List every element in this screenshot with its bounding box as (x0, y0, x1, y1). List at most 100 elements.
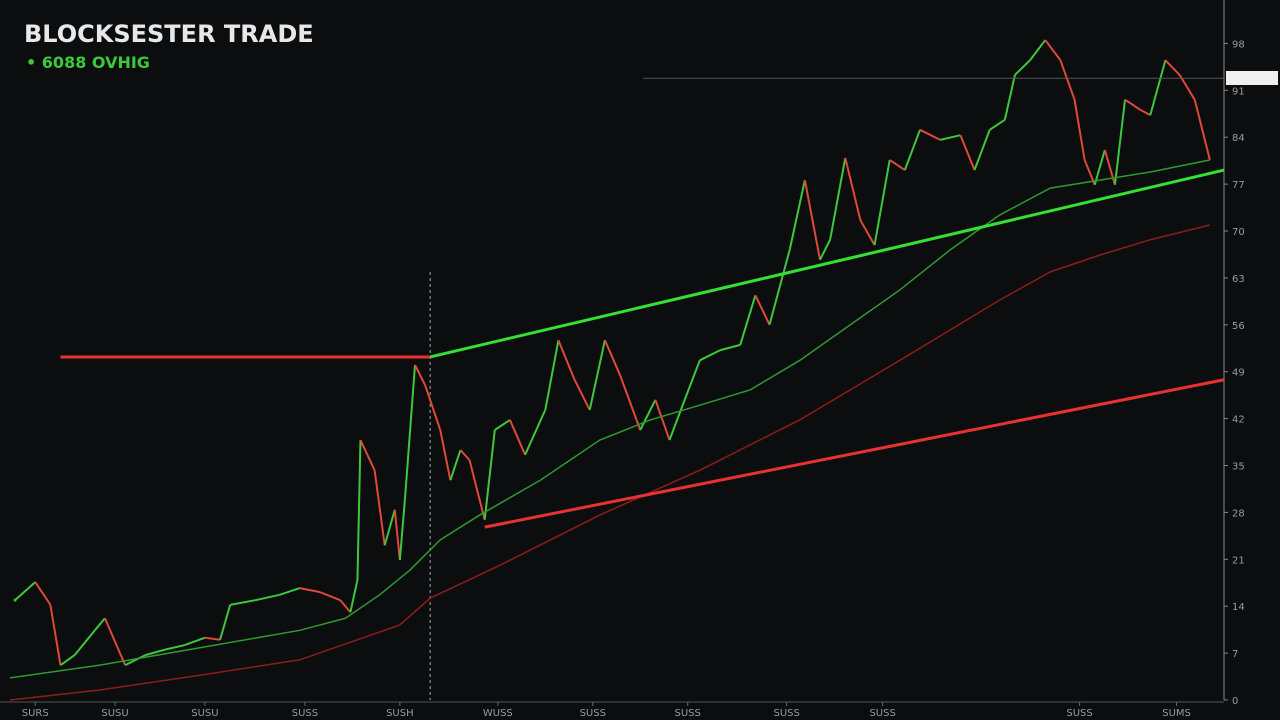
price-segment (1164, 59, 1181, 76)
price-segment (639, 399, 657, 431)
price-segment (1059, 59, 1076, 101)
price-segment (403, 364, 417, 500)
price-segment (104, 617, 127, 666)
price-segment (1124, 98, 1141, 111)
y-tick-label: 77 (1232, 180, 1245, 191)
price-segment (349, 579, 359, 613)
price-segment (509, 419, 527, 456)
price-segment (356, 440, 362, 581)
price-segment (204, 636, 221, 641)
price-segment (919, 128, 941, 141)
price-segment (719, 343, 741, 352)
y-tick-label: 7 (1232, 649, 1238, 660)
y-tick-label: 63 (1232, 274, 1245, 285)
price-segment (34, 581, 52, 606)
price-segment (524, 409, 547, 456)
price-segment (439, 429, 452, 481)
trend-line (484, 378, 1225, 529)
price-segment (145, 648, 165, 657)
y-tick-label: 0 (1232, 696, 1238, 707)
price-segment (619, 374, 642, 431)
price-segment (164, 644, 185, 651)
price-segment (14, 581, 36, 601)
y-tick-label: 91 (1232, 86, 1245, 97)
price-segment (819, 239, 832, 261)
price-segment (654, 399, 671, 441)
price-segment (319, 591, 341, 602)
price-segment (1113, 99, 1127, 185)
x-tick-label: SUMS (1162, 708, 1191, 719)
price-segment (668, 399, 686, 441)
price-segment (424, 384, 442, 431)
price-segment (1029, 39, 1047, 61)
price-segment (803, 179, 822, 260)
price-segment (255, 593, 280, 602)
price-segment (299, 587, 321, 594)
price-segment (989, 118, 1006, 131)
price-segment (1193, 99, 1211, 161)
y-tick-label: 70 (1232, 227, 1245, 238)
price-segment (124, 654, 146, 667)
price-segment (859, 219, 876, 246)
x-tick-label: SUSS (580, 708, 606, 719)
price-segment (383, 509, 396, 546)
y-tick-label: 56 (1232, 321, 1245, 332)
price-segment (494, 419, 511, 431)
price-segment (588, 339, 606, 411)
price-segment (73, 629, 96, 656)
price-segment (1003, 74, 1016, 120)
price-segment (739, 295, 757, 346)
y-tick-label: 84 (1232, 133, 1245, 144)
x-tick-label: SUSS (774, 708, 800, 719)
price-segment (699, 349, 721, 362)
price-segment (483, 429, 496, 520)
price-segment (873, 159, 891, 246)
y-tick-label: 35 (1232, 462, 1245, 473)
price-segment (573, 379, 591, 411)
price-segment (468, 459, 486, 521)
price-segment (359, 439, 376, 471)
price-segment (49, 604, 62, 666)
price-segment (398, 499, 406, 561)
price-segment (1139, 108, 1151, 116)
price-segment (603, 339, 621, 376)
price-segment (754, 294, 771, 326)
x-tick-label: SUSS (675, 708, 701, 719)
price-segment (449, 449, 462, 481)
x-tick-label: WUSS (483, 708, 513, 719)
price-segment (544, 340, 560, 411)
x-tick-label: SUSH (386, 708, 414, 719)
price-segment (939, 134, 961, 141)
x-tick-label: SUSU (191, 708, 218, 719)
moving-average (9, 224, 1211, 701)
x-tick-label: SUSS (1066, 708, 1092, 719)
price-segment (1093, 149, 1106, 186)
x-tick-label: SURS (22, 708, 49, 719)
price-segment (219, 604, 232, 640)
x-tick-label: SUSS (869, 708, 895, 719)
trend-line (429, 168, 1225, 359)
price-segment (339, 599, 352, 613)
price-segment (768, 249, 791, 326)
price-segment (414, 364, 427, 386)
price-segment (683, 359, 701, 401)
y-tick-label: 28 (1232, 508, 1245, 519)
price-segment (279, 587, 301, 596)
price-segment (959, 134, 976, 171)
y-tick-label: 98 (1232, 39, 1245, 50)
price-segment (973, 129, 991, 171)
price-segment (557, 339, 576, 381)
price-segment (889, 159, 906, 171)
price-segment (459, 449, 471, 461)
price-segment (229, 599, 256, 606)
price-segment (844, 157, 862, 221)
y-tick-label: 42 (1232, 415, 1245, 426)
price-segment (1044, 39, 1062, 61)
price-segment (788, 179, 806, 250)
price-segment (1103, 149, 1116, 186)
price-segment (1073, 99, 1086, 161)
x-tick-label: SUSU (101, 708, 128, 719)
x-tick-label: SUSS (292, 708, 318, 719)
